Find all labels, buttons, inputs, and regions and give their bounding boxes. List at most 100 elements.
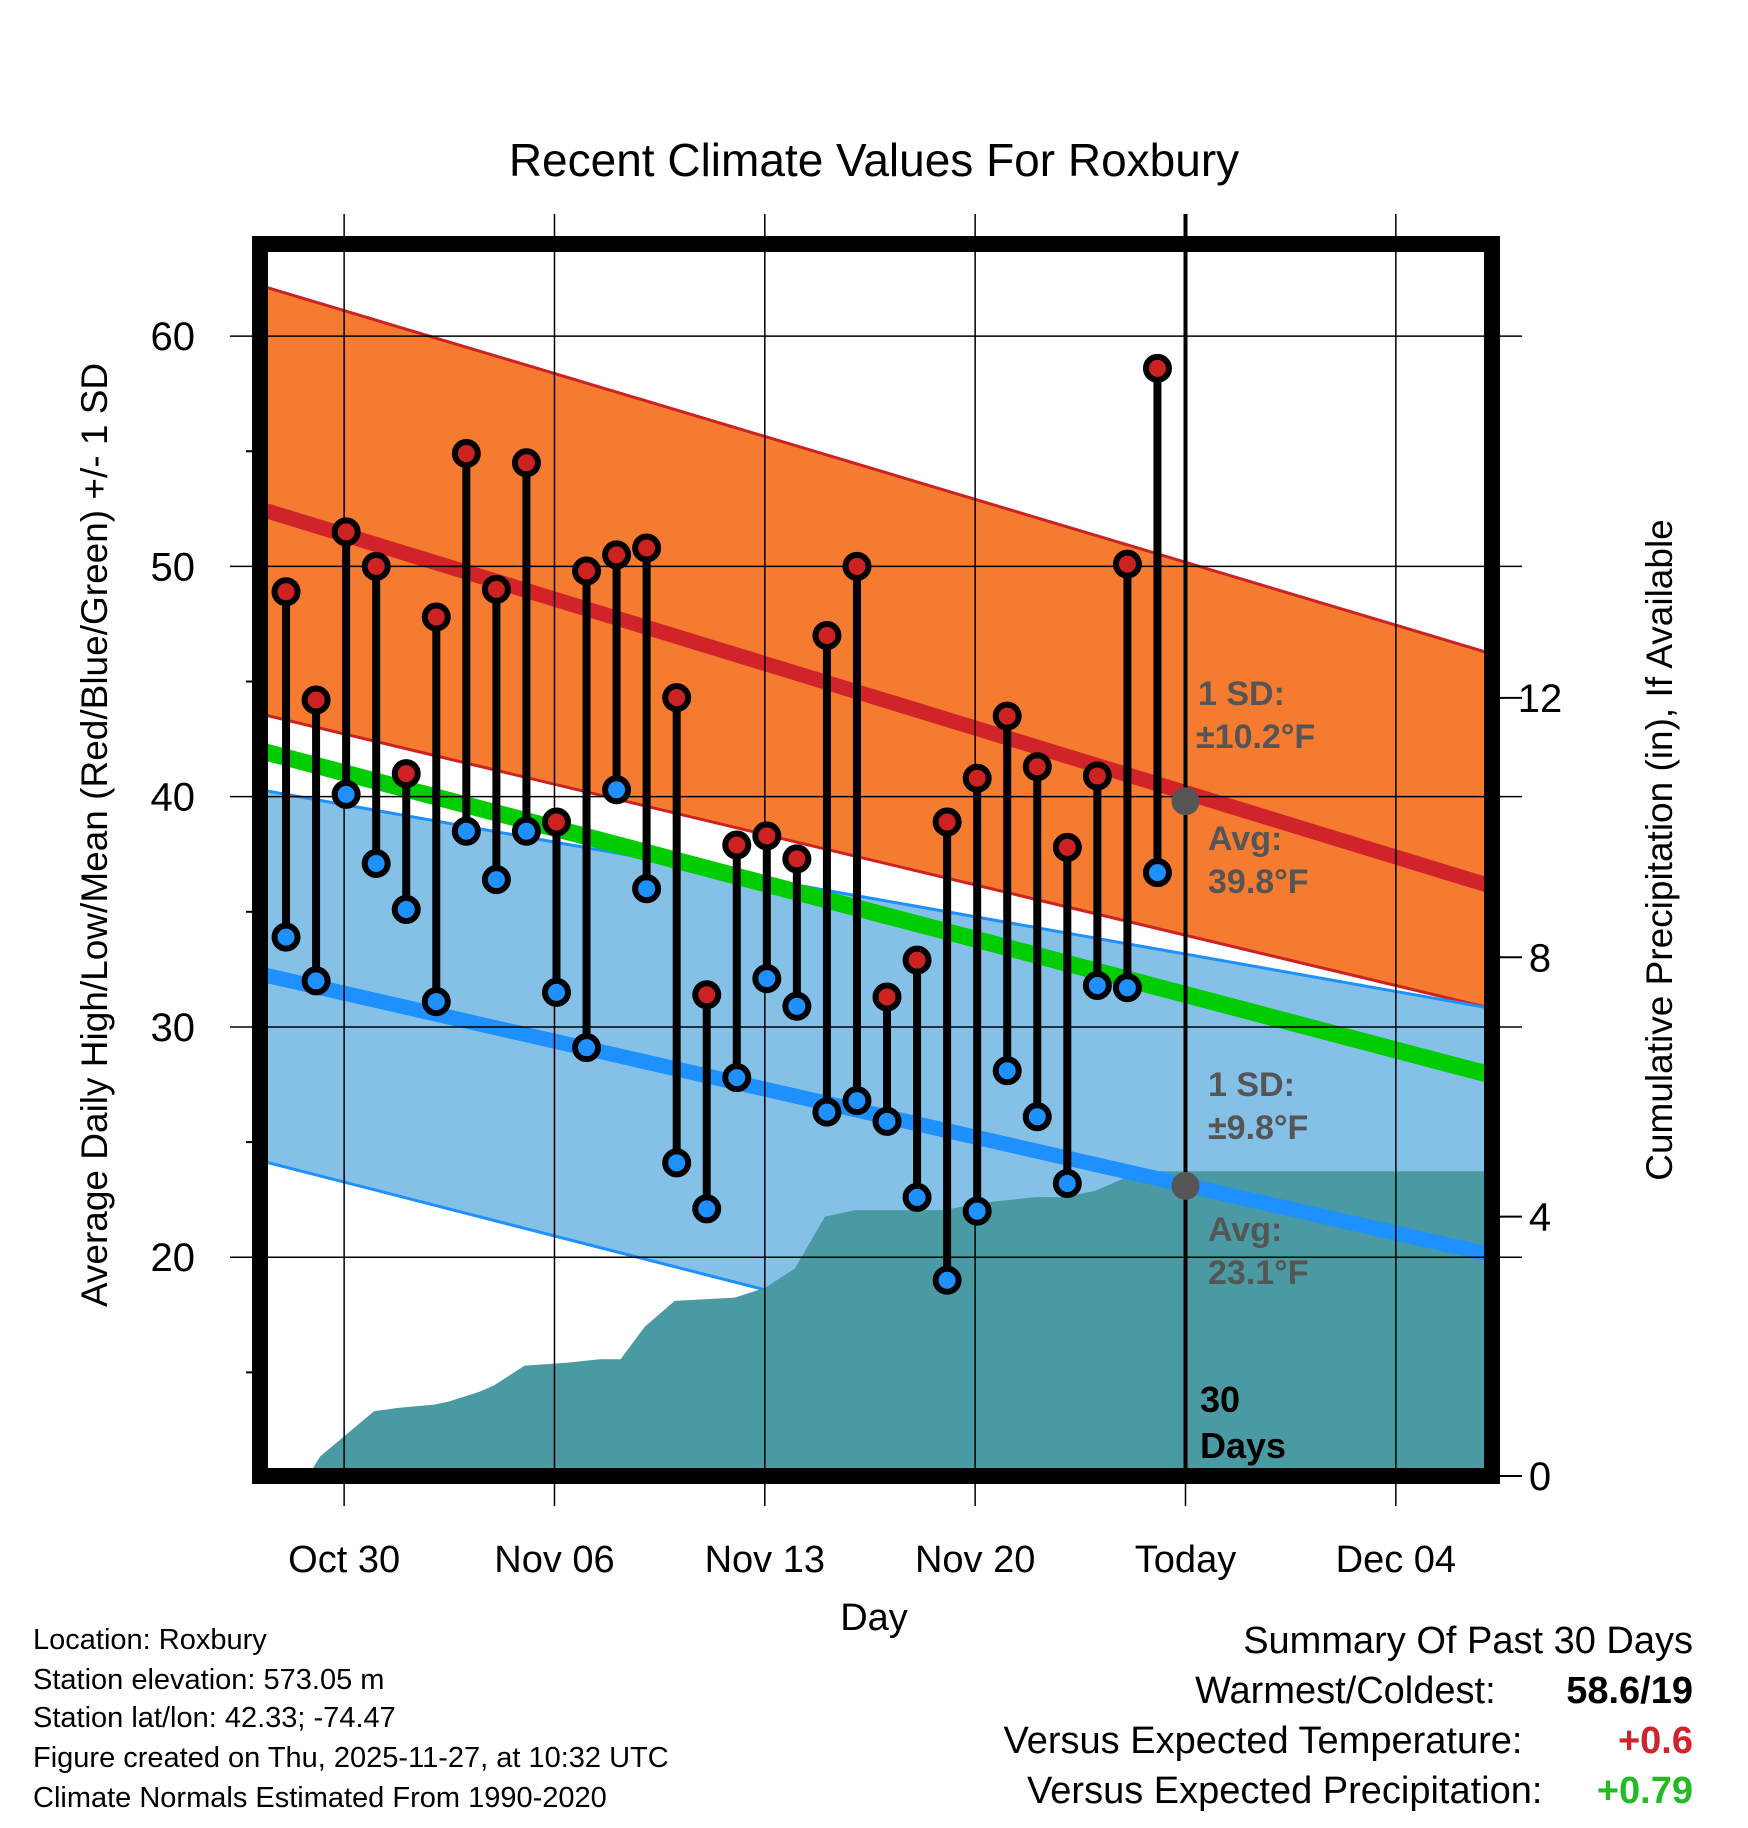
high-sd-value: ±10.2°F bbox=[1196, 718, 1315, 756]
daily-low-point bbox=[962, 1196, 992, 1226]
info-latlon: Station lat/lon: 42.33; -74.47 bbox=[33, 1702, 396, 1734]
x-tick-label: Dec 04 bbox=[1336, 1539, 1456, 1581]
low-sd-label: 1 SD: bbox=[1208, 1066, 1295, 1104]
daily-high-point bbox=[1022, 752, 1052, 782]
daily-high-point bbox=[1112, 549, 1142, 579]
daily-high-point bbox=[361, 551, 391, 581]
x-tick-label: Oct 30 bbox=[288, 1539, 400, 1581]
daily-low-point bbox=[812, 1097, 842, 1127]
daily-high-point bbox=[572, 556, 602, 586]
today-window-unit: Days bbox=[1200, 1425, 1286, 1466]
daily-low-point bbox=[301, 966, 331, 996]
y2-tick-label: 0 bbox=[1529, 1455, 1551, 1499]
daily-high-point bbox=[662, 683, 692, 713]
daily-low-point bbox=[481, 865, 511, 895]
daily-high-point bbox=[932, 807, 962, 837]
today-window-label: 30 Days bbox=[1200, 1379, 1286, 1466]
points-layer bbox=[271, 353, 1172, 1295]
daily-high-point bbox=[902, 945, 932, 975]
daily-high-point bbox=[782, 844, 812, 874]
daily-low-point bbox=[692, 1194, 722, 1224]
y-axis-label: Average Daily High/Low/Mean (Red/Blue/Gr… bbox=[74, 363, 115, 1307]
daily-high-point bbox=[1052, 832, 1082, 862]
daily-high-point bbox=[992, 701, 1022, 731]
daily-high-point bbox=[722, 830, 752, 860]
daily-low-point bbox=[1082, 971, 1112, 1001]
today-window-count: 30 bbox=[1200, 1379, 1240, 1420]
y2-tick-label: 8 bbox=[1529, 936, 1551, 980]
summary-warm-cold: Warmest/Coldest: 58.6/19 bbox=[1195, 1670, 1693, 1713]
daily-low-point bbox=[451, 816, 481, 846]
x-tick-label: Nov 06 bbox=[494, 1539, 614, 1581]
daily-low-point bbox=[662, 1148, 692, 1178]
x-axis-label: Day bbox=[840, 1597, 908, 1639]
y-tick-label: 40 bbox=[151, 776, 196, 820]
low-sd-value: ±9.8°F bbox=[1208, 1109, 1308, 1147]
daily-low-point bbox=[902, 1182, 932, 1212]
high-sd-label: 1 SD: bbox=[1198, 675, 1285, 713]
annotations: 1 SD: ±10.2°F Avg: 39.8°F 1 SD: ±9.8°F A… bbox=[1196, 675, 1315, 1292]
daily-low-point bbox=[421, 987, 451, 1017]
daily-high-point bbox=[1142, 353, 1172, 383]
summary-warm-cold-value: 58.6/19 bbox=[1566, 1670, 1693, 1712]
daily-low-point bbox=[932, 1265, 962, 1295]
x-tick-label: Today bbox=[1135, 1539, 1236, 1581]
daily-high-point bbox=[602, 540, 632, 570]
daily-low-point bbox=[1112, 973, 1142, 1003]
daily-high-point bbox=[872, 982, 902, 1012]
today-high-avg-marker bbox=[1171, 787, 1200, 816]
daily-low-point bbox=[722, 1063, 752, 1093]
daily-low-point bbox=[1022, 1102, 1052, 1132]
daily-high-point bbox=[511, 448, 541, 478]
daily-low-point bbox=[872, 1106, 902, 1136]
daily-high-point bbox=[451, 439, 481, 469]
info-created: Figure created on Thu, 2025-11-27, at 10… bbox=[33, 1742, 669, 1774]
daily-high-point bbox=[752, 821, 782, 851]
daily-high-point bbox=[271, 577, 301, 607]
y-tick-label: 50 bbox=[151, 545, 196, 589]
daily-high-point bbox=[842, 551, 872, 581]
daily-low-point bbox=[361, 848, 391, 878]
daily-low-point bbox=[602, 775, 632, 805]
precipitation-area bbox=[308, 1171, 1492, 1476]
daily-low-point bbox=[992, 1056, 1022, 1086]
high-avg-value: 39.8°F bbox=[1208, 863, 1309, 901]
y2-tick-label: 4 bbox=[1529, 1196, 1551, 1240]
daily-high-point bbox=[301, 685, 331, 715]
low-avg-value: 23.1°F bbox=[1208, 1254, 1309, 1292]
summary-precip-label: Versus Expected Precipitation: bbox=[1027, 1770, 1543, 1812]
plot-frame bbox=[252, 236, 1500, 1484]
daily-high-point bbox=[391, 759, 421, 789]
daily-high-point bbox=[421, 602, 451, 632]
axes-layer: 20 30 40 50 60 0 4 8 12 Oct 30 Nov 06 Nov 13 Nov 20 T… bbox=[151, 236, 1562, 1581]
daily-high-point bbox=[1082, 761, 1112, 791]
daily-low-point bbox=[632, 874, 662, 904]
daily-low-point bbox=[511, 816, 541, 846]
daily-low-point bbox=[331, 779, 361, 809]
x-tick-label: Nov 13 bbox=[705, 1539, 825, 1581]
info-location: Location: Roxbury bbox=[33, 1624, 267, 1656]
high-avg-label: Avg: bbox=[1208, 820, 1282, 858]
daily-high-point bbox=[331, 517, 361, 547]
daily-low-point bbox=[572, 1033, 602, 1063]
y2-axis-label: Cumulative Precipitation (in), If Availa… bbox=[1639, 519, 1680, 1181]
y-tick-label: 30 bbox=[151, 1006, 196, 1050]
daily-high-point bbox=[962, 763, 992, 793]
daily-low-point bbox=[782, 991, 812, 1021]
info-elevation: Station elevation: 573.05 m bbox=[33, 1664, 385, 1696]
summary-precip: Versus Expected Precipitation: +0.79 bbox=[1027, 1770, 1693, 1813]
daily-low-point bbox=[842, 1086, 872, 1116]
y-tick-label: 60 bbox=[151, 315, 196, 359]
y-tick-label: 20 bbox=[151, 1236, 196, 1280]
daily-high-point bbox=[692, 980, 722, 1010]
daily-high-point bbox=[541, 807, 571, 837]
daily-high-point bbox=[481, 574, 511, 604]
low-avg-label: Avg: bbox=[1208, 1211, 1282, 1249]
x-tick-label: Nov 20 bbox=[915, 1539, 1035, 1581]
info-normals: Climate Normals Estimated From 1990-2020 bbox=[33, 1782, 607, 1814]
summary-temp-label: Versus Expected Temperature: bbox=[1003, 1720, 1523, 1762]
summary-warm-cold-label: Warmest/Coldest: bbox=[1195, 1670, 1496, 1712]
summary-precip-value: +0.79 bbox=[1596, 1770, 1693, 1812]
daily-low-point bbox=[752, 964, 782, 994]
